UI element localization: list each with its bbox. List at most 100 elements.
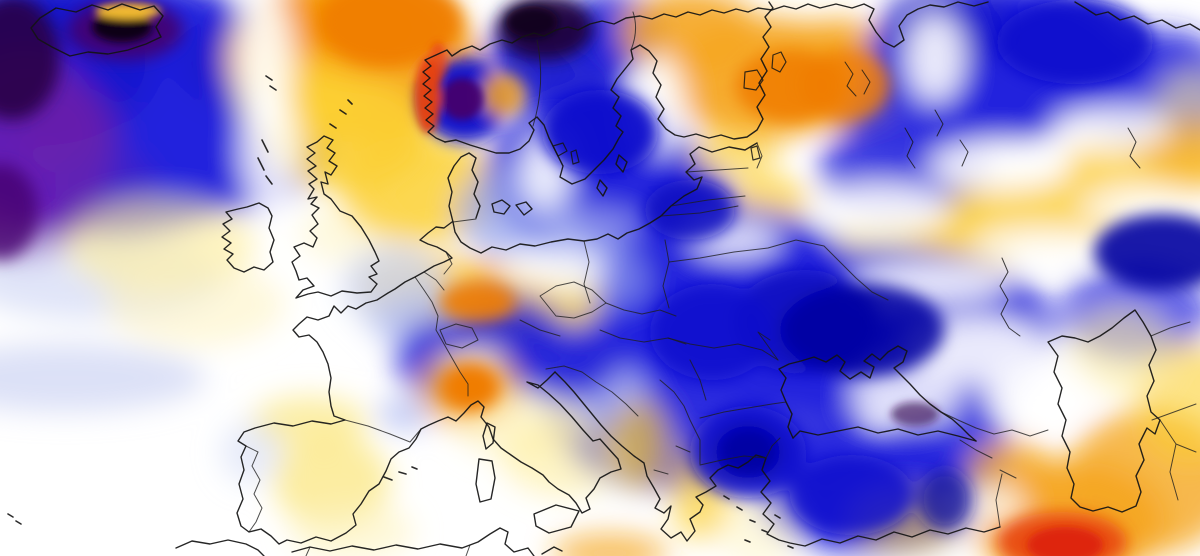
island-marks <box>7 75 794 549</box>
coastline-path <box>482 422 496 450</box>
border-path <box>532 39 542 127</box>
coastline-path <box>1047 309 1161 513</box>
lake-path <box>750 145 761 161</box>
coastline-path <box>596 154 628 197</box>
anomaly-blob <box>790 455 914 535</box>
anomaly-blob <box>429 42 447 82</box>
anomaly-blob <box>891 402 939 426</box>
anomaly-blob <box>930 140 1070 190</box>
anomaly-blob <box>496 324 620 400</box>
anomaly-blob <box>318 0 462 66</box>
rivers <box>844 61 1141 337</box>
anomaly-blob <box>1027 527 1103 556</box>
anomaly-blob <box>610 400 670 490</box>
anomaly-blob <box>919 470 971 530</box>
lakes <box>552 51 787 165</box>
anomaly-blob <box>800 50 890 120</box>
coastline-path <box>533 504 580 534</box>
border-path <box>583 239 670 309</box>
anomaly-blob <box>481 73 525 117</box>
anomaly-blob <box>1068 310 1172 394</box>
coastline-path <box>444 1 774 185</box>
lake-path <box>743 69 764 91</box>
country-borders <box>245 11 1197 556</box>
anomaly-blob <box>0 344 205 412</box>
border-path <box>344 419 422 443</box>
coastlines <box>30 1 1200 556</box>
anomaly-blob <box>240 90 300 210</box>
anomaly-blob <box>716 426 780 478</box>
border-path <box>995 473 1003 528</box>
coastline-path <box>221 202 275 273</box>
island-mark-path <box>257 139 273 185</box>
anomaly-blob <box>0 164 38 260</box>
anomaly-blob <box>105 263 285 347</box>
coastline-path <box>1074 1 1200 31</box>
anomaly-blob <box>0 0 60 120</box>
border-path <box>423 251 453 291</box>
coastline-path <box>236 221 622 545</box>
border-path <box>660 142 763 217</box>
coastline-path <box>778 345 977 442</box>
anomaly-blob <box>377 398 433 430</box>
border-path <box>414 276 469 397</box>
coastline-path <box>452 142 758 254</box>
anomaly-blob <box>1050 106 1170 150</box>
border-path <box>305 544 471 556</box>
anomaly-blob <box>542 90 658 174</box>
anomaly-blob <box>500 250 560 286</box>
anomaly-blob <box>92 12 152 42</box>
anomaly-blob <box>718 488 802 556</box>
coastline-path <box>291 135 380 299</box>
border-path <box>630 11 637 51</box>
border-path <box>1150 321 1197 501</box>
anomaly-blob <box>500 413 630 497</box>
anomaly-blob <box>506 6 558 38</box>
coastline-path <box>175 527 563 556</box>
coastline-path <box>475 458 496 503</box>
anomaly-blob <box>905 13 965 103</box>
island-mark-path <box>265 75 277 91</box>
lake-path <box>552 142 568 157</box>
anomaly-blob <box>955 485 1025 525</box>
coastline-path <box>447 152 481 223</box>
river-path <box>999 257 1021 337</box>
anomaly-blob <box>810 185 950 235</box>
border-path <box>668 239 889 361</box>
border-path <box>439 323 479 349</box>
anomaly-blob <box>997 0 1153 84</box>
lake-path <box>570 149 580 165</box>
island-mark-path <box>7 513 22 525</box>
anomaly-blob <box>552 533 668 556</box>
coastline-path <box>554 371 1001 547</box>
anomaly-blob <box>95 3 161 19</box>
river-path <box>904 109 969 169</box>
border-path <box>452 218 477 223</box>
anomaly-blob <box>220 420 284 484</box>
anomaly-blob <box>441 78 483 120</box>
coastline-path <box>422 1 989 143</box>
anomaly-blob <box>940 176 1130 248</box>
border-path <box>245 445 263 533</box>
border-path <box>940 411 1049 479</box>
anomaly-blob <box>645 180 735 240</box>
island-mark-path <box>383 466 418 481</box>
coastline-path <box>491 199 533 216</box>
island-mark-path <box>723 495 794 549</box>
border-path <box>765 437 781 459</box>
island-mark-path <box>329 99 353 129</box>
anomaly-blob <box>970 228 1110 264</box>
coastline-path <box>30 3 164 57</box>
anomaly-blob <box>650 284 774 380</box>
anomaly-blob <box>440 282 516 322</box>
anomaly-blob <box>1094 214 1200 290</box>
border-path <box>545 337 787 475</box>
anomaly-blob <box>440 363 500 411</box>
river-path <box>1127 127 1141 169</box>
lake-path <box>771 51 787 73</box>
river-path <box>844 61 871 97</box>
coastline-path <box>792 426 977 442</box>
